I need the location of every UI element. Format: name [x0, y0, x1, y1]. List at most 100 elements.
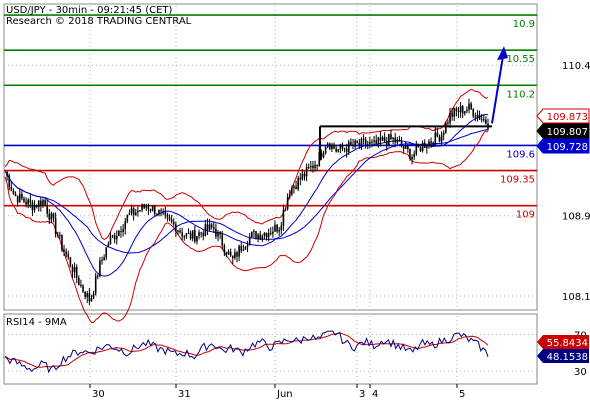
- price-body: [78, 277, 80, 286]
- price-body: [65, 251, 67, 255]
- candles-layer: [6, 98, 489, 306]
- price-body: [343, 148, 346, 150]
- bands-layer: [4, 88, 489, 323]
- price-body: [113, 235, 116, 240]
- price-body: [263, 232, 266, 236]
- price-body: [137, 210, 139, 213]
- level-label-resistance: 110.2: [506, 89, 535, 100]
- price-body: [341, 144, 344, 149]
- price-body: [400, 141, 403, 147]
- price-body: [153, 205, 156, 215]
- price-body: [453, 108, 456, 117]
- price-body: [202, 232, 205, 237]
- price-body: [10, 186, 13, 191]
- price-body: [297, 177, 299, 190]
- price-body: [466, 109, 468, 112]
- price-body: [337, 149, 340, 152]
- price-body: [63, 249, 65, 252]
- tags-layer: 109.873 109.807 109.728 55.8434 48.1538: [536, 108, 590, 363]
- price-body: [381, 137, 384, 141]
- price-body: [293, 186, 295, 188]
- price-body: [291, 187, 293, 195]
- price-body: [166, 214, 169, 218]
- price-body: [115, 236, 118, 240]
- price-body: [143, 204, 146, 208]
- x-tick-label: 5: [459, 389, 465, 400]
- price-body: [141, 204, 143, 211]
- y-tick-label: 108.1: [562, 292, 590, 303]
- price-body: [12, 190, 15, 194]
- price-body: [404, 145, 407, 149]
- price-body: [172, 222, 175, 225]
- bollinger-lower: [4, 130, 489, 323]
- price-body: [250, 231, 253, 237]
- rsi-panel-frame: [3, 313, 538, 385]
- price-body: [356, 140, 359, 143]
- y-tick-label: 108.9: [562, 212, 590, 223]
- price-body: [398, 139, 401, 142]
- price-body: [373, 140, 375, 142]
- price-body: [185, 233, 188, 237]
- price-body: [385, 141, 388, 146]
- price-body: [149, 209, 152, 211]
- price-body: [196, 236, 198, 242]
- price-body: [71, 266, 74, 273]
- price-body: [409, 149, 411, 159]
- price-body: [27, 199, 30, 205]
- price-body: [413, 153, 415, 157]
- level-label-resistance: 10.9: [513, 19, 535, 30]
- price-body: [303, 173, 306, 177]
- price-body: [21, 193, 23, 199]
- price-body: [432, 142, 434, 146]
- price-body: [67, 254, 70, 258]
- price-body: [383, 137, 386, 142]
- price-body: [151, 205, 154, 211]
- price-body: [301, 173, 304, 180]
- price-body: [170, 219, 173, 223]
- x-tick-label: Jun: [276, 389, 293, 400]
- price-body: [238, 246, 240, 257]
- price-body: [75, 267, 78, 278]
- price-body: [485, 119, 487, 124]
- price-body: [37, 200, 40, 208]
- y-tick-label: 110.4: [562, 61, 590, 72]
- price-body: [335, 148, 337, 152]
- price-body: [191, 230, 194, 239]
- price-body: [392, 137, 394, 140]
- price-body: [31, 202, 34, 211]
- price-body: [84, 291, 86, 298]
- price-body: [54, 218, 57, 234]
- price-body: [231, 255, 234, 259]
- level-label-resistance: 10.55: [506, 54, 535, 65]
- price-body: [225, 252, 228, 255]
- rsi-layer: [4, 330, 489, 374]
- price-body: [126, 214, 129, 222]
- price-body: [122, 229, 124, 232]
- price-body: [447, 122, 449, 124]
- price-body: [86, 292, 89, 298]
- price-body: [310, 165, 312, 168]
- grid-layer: [4, 6, 537, 382]
- price-body: [320, 152, 323, 158]
- price-body: [411, 156, 413, 159]
- price-body: [227, 251, 230, 255]
- rsi-title: RSI14 - 9MA: [6, 317, 67, 328]
- price-body: [160, 210, 162, 212]
- price-body: [145, 206, 148, 208]
- price-body: [14, 193, 17, 197]
- price-body: [130, 208, 133, 214]
- price-body: [440, 134, 443, 142]
- price-body: [423, 142, 426, 148]
- price-body: [33, 205, 36, 211]
- price-body: [278, 230, 280, 232]
- price-body: [56, 233, 59, 236]
- price-body: [276, 224, 278, 232]
- price-body: [396, 139, 399, 143]
- price-body: [124, 221, 127, 230]
- price-body: [445, 122, 447, 133]
- price-body: [134, 212, 137, 215]
- price-body: [265, 232, 268, 238]
- price-body: [105, 247, 108, 258]
- price-body: [339, 144, 342, 150]
- price-body: [164, 212, 167, 215]
